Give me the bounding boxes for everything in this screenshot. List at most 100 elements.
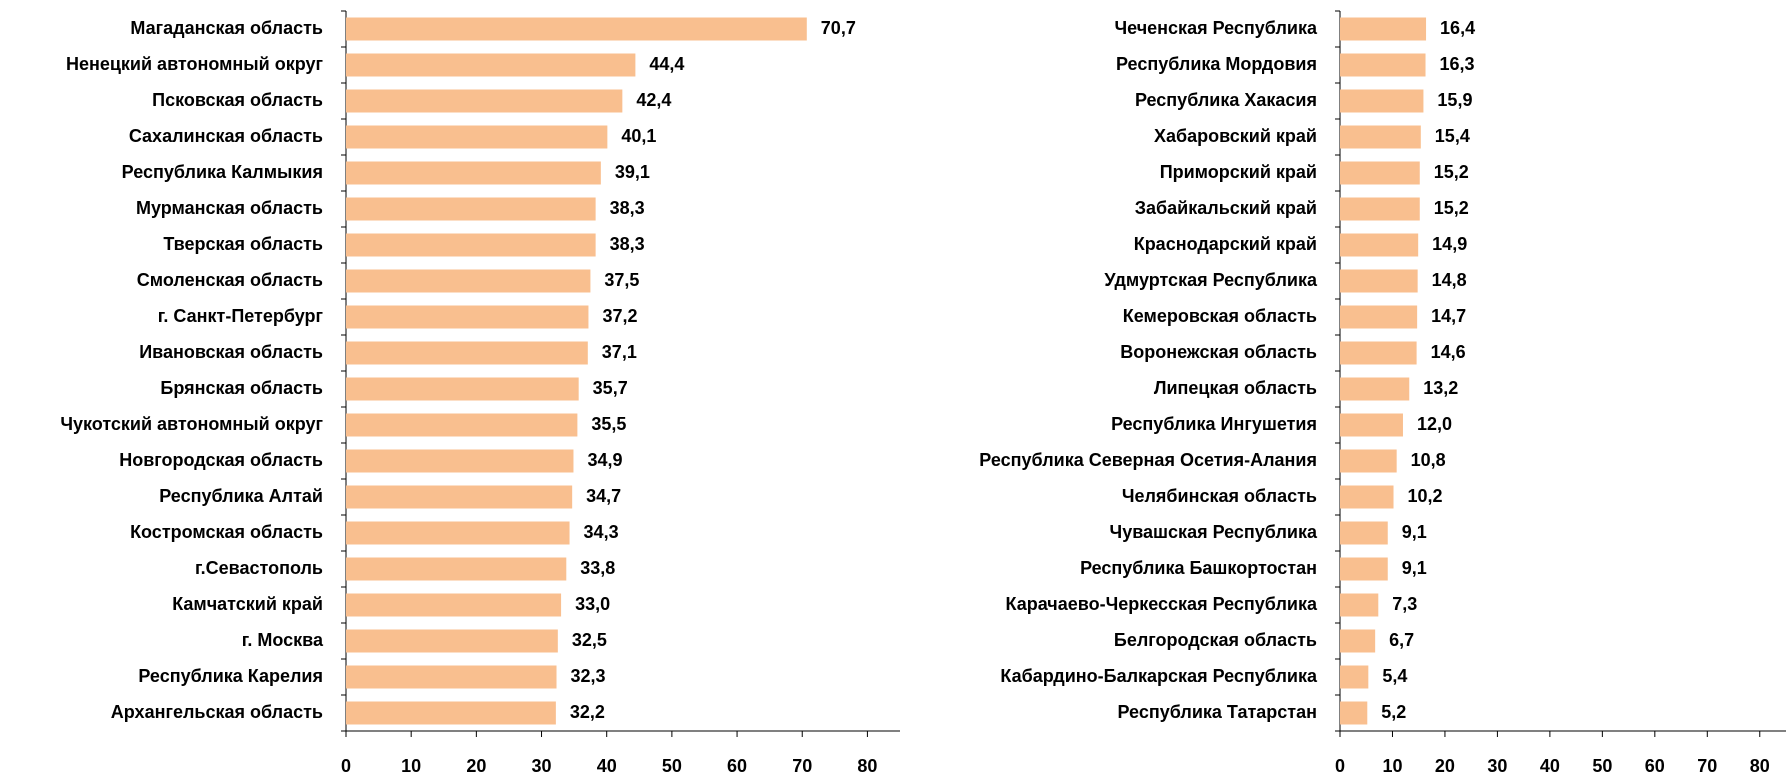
value-label: 34,7 [586,486,621,506]
x-tick-label: 0 [341,756,351,775]
x-tick-label: 50 [662,756,682,775]
value-label: 9,1 [1402,522,1427,542]
category-label: Республика Алтай [159,486,323,506]
value-label: 14,7 [1431,306,1466,326]
x-tick-label: 70 [792,756,812,775]
x-tick-label: 0 [1335,756,1345,775]
category-label: Ненецкий автономный округ [66,54,324,74]
x-tick-label: 20 [1435,756,1455,775]
value-label: 38,3 [610,198,645,218]
bar [346,449,574,473]
value-label: 38,3 [610,234,645,254]
bar [1340,413,1403,437]
bar [1340,17,1427,41]
value-label: 35,7 [593,378,628,398]
bar [346,269,591,293]
value-label: 37,2 [602,306,637,326]
bar [346,377,579,401]
value-label: 37,1 [602,342,637,362]
bar [346,629,558,653]
bar [1340,341,1417,365]
bar [346,17,807,41]
category-label: Костромская область [130,522,323,542]
value-label: 5,2 [1381,702,1406,722]
category-label: Липецкая область [1154,378,1317,398]
x-tick-label: 30 [1487,756,1507,775]
category-label: Смоленская область [137,270,323,290]
category-label: Республика Северная Осетия-Алания [979,450,1317,470]
bar [1340,53,1426,77]
category-label: Республика Татарстан [1117,702,1317,722]
bar [1340,629,1376,653]
value-label: 34,3 [584,522,619,542]
value-label: 16,4 [1440,18,1475,38]
category-label: г. Санкт-Петербург [158,306,324,326]
value-label: 35,5 [591,414,626,434]
value-label: 13,2 [1423,378,1458,398]
category-label: Республика Карелия [138,666,323,686]
category-label: Республика Хакасия [1135,90,1317,110]
bar [1340,161,1420,185]
bar [346,341,588,365]
value-label: 40,1 [621,126,656,146]
bar [1340,701,1368,725]
value-label: 33,8 [580,558,615,578]
bar [1340,521,1388,545]
bar [346,521,570,545]
category-label: Воронежская область [1120,342,1317,362]
bar [346,197,596,221]
category-label: Краснодарский край [1134,234,1317,254]
category-label: Псковская область [152,90,323,110]
x-tick-label: 30 [532,756,552,775]
x-tick-label: 40 [597,756,617,775]
x-tick-label: 80 [857,756,877,775]
x-tick-label: 40 [1540,756,1560,775]
x-tick-label: 60 [727,756,747,775]
bar [1340,485,1394,509]
category-label: Республика Башкортостан [1080,558,1317,578]
value-label: 15,4 [1435,126,1470,146]
category-label: г.Севастополь [195,558,323,578]
category-label: Республика Калмыкия [122,162,323,182]
category-label: Тверская область [163,234,323,254]
bar [346,485,573,509]
category-label: Удмуртская Республика [1104,270,1318,290]
category-label: Новгородская область [119,450,323,470]
category-label: Мурманская область [136,198,323,218]
category-label: Чувашская Республика [1110,522,1318,542]
value-label: 32,5 [572,630,607,650]
x-tick-label: 50 [1592,756,1612,775]
bar [1340,197,1420,221]
category-label: Архангельская область [111,702,323,722]
bar [1340,89,1424,113]
value-label: 14,9 [1432,234,1467,254]
value-label: 10,8 [1411,450,1446,470]
bar [346,305,589,329]
category-label: Карачаево-Черкесская Республика [1006,594,1318,614]
value-label: 32,3 [571,666,606,686]
value-label: 70,7 [821,18,856,38]
category-label: Челябинская область [1122,486,1317,506]
value-label: 10,2 [1408,486,1443,506]
x-tick-label: 80 [1750,756,1770,775]
value-label: 9,1 [1402,558,1427,578]
x-tick-label: 20 [466,756,486,775]
category-label: Белгородская область [1114,630,1317,650]
bar [1340,125,1421,149]
bar [1340,593,1379,617]
bar [346,89,623,113]
x-tick-label: 70 [1697,756,1717,775]
bar [346,161,601,185]
category-label: Ивановская область [139,342,323,362]
bar [346,701,556,725]
category-label: Сахалинская область [129,126,323,146]
value-label: 44,4 [649,54,684,74]
value-label: 12,0 [1417,414,1452,434]
bar [1340,269,1418,293]
value-label: 33,0 [575,594,610,614]
category-label: Республика Ингушетия [1111,414,1317,434]
category-label: Чеченская Республика [1115,18,1318,38]
bar [1340,305,1418,329]
x-tick-label: 10 [401,756,421,775]
category-label: Магаданская область [130,18,323,38]
